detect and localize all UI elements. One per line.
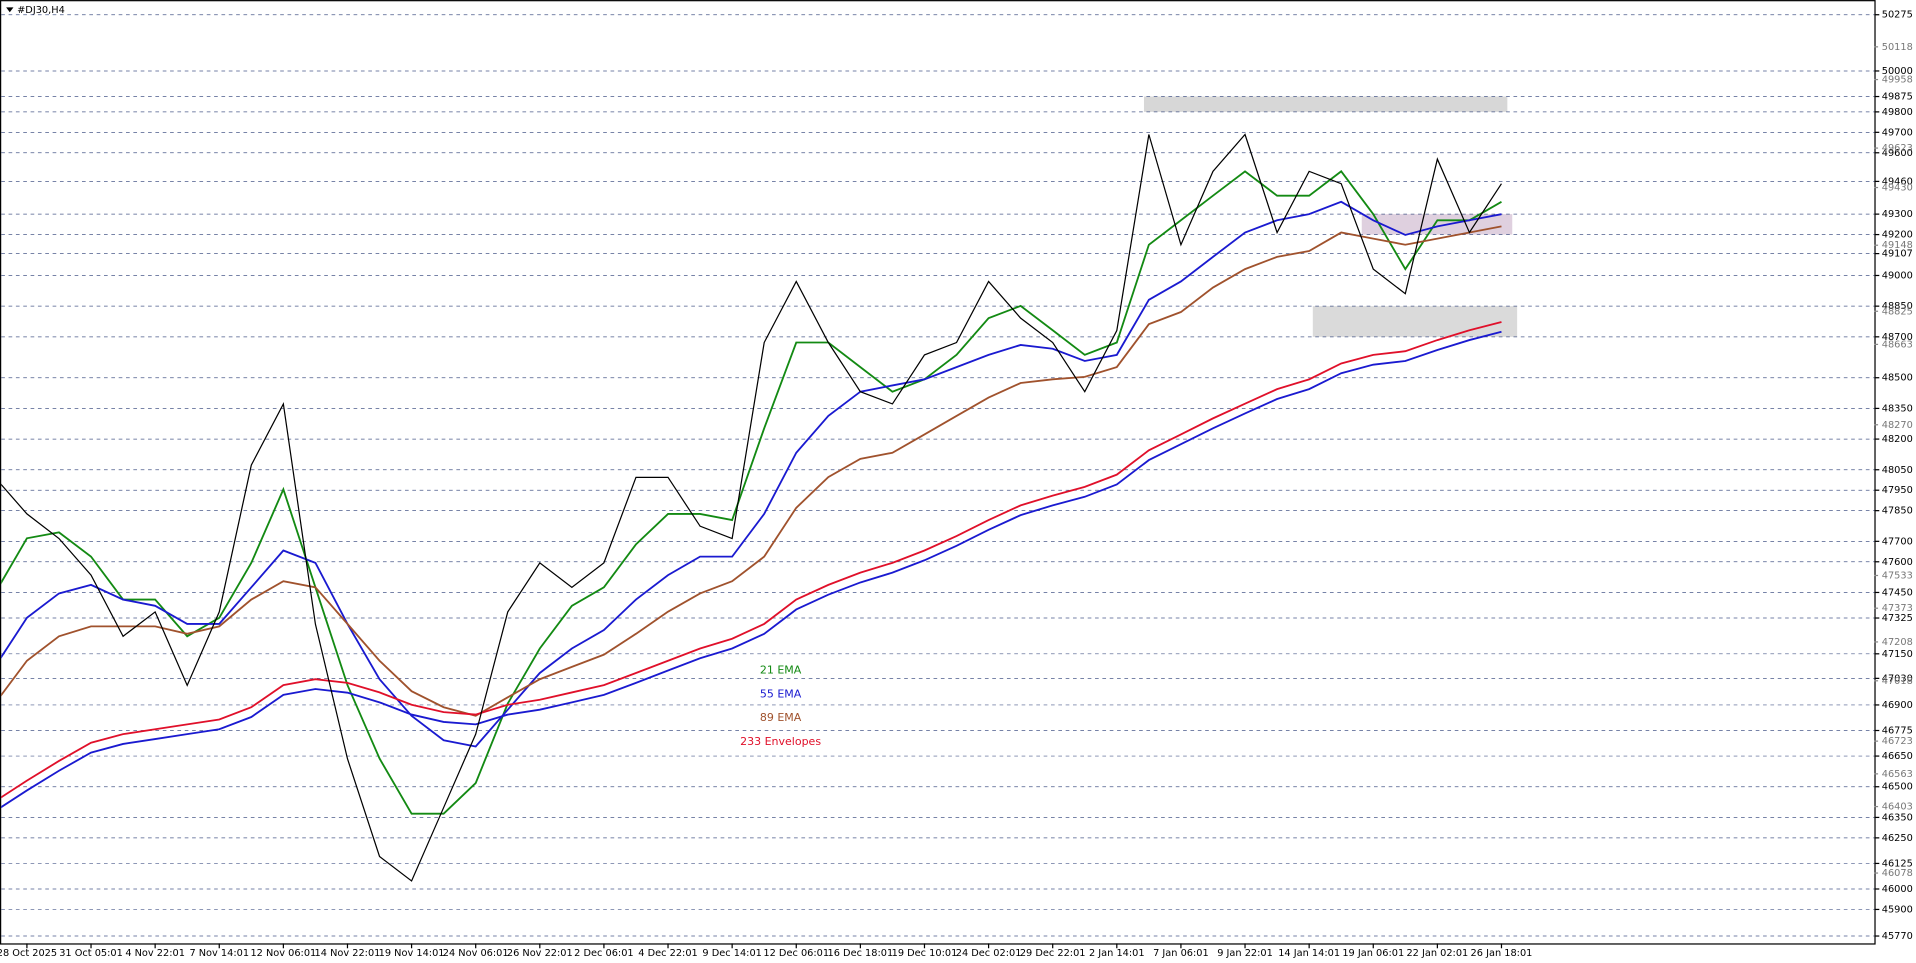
y-tick-label: 49600 [1882, 148, 1913, 159]
y-tick-label: 49800 [1882, 107, 1913, 118]
y-tick-label: 47600 [1882, 557, 1913, 568]
menu-arrow [6, 7, 14, 13]
y-tick-label: 49700 [1882, 127, 1913, 138]
y-minor-label: 46403 [1882, 802, 1913, 813]
line [1, 225, 1502, 717]
plot-frame [0, 0, 1876, 945]
x-tick-label: 28 Oct 2025 [0, 948, 57, 959]
y-minor-label: 48825 [1882, 306, 1913, 317]
x-tick-label: 31 Oct 05:01 [59, 948, 123, 959]
x-tick-label: 2 Dec 06:01 [574, 948, 633, 959]
y-tick-label: 49000 [1882, 270, 1913, 281]
y-tick-label: 49300 [1882, 209, 1913, 220]
y-tick-label: 49107 [1882, 249, 1913, 260]
x-tick-label: 7 Jan 06:01 [1153, 948, 1209, 959]
x-tick-label: 19 Jan 06:01 [1342, 948, 1404, 959]
y-minor-label: 46723 [1882, 736, 1913, 747]
y-tick-label: 47850 [1882, 506, 1913, 517]
y-minor-label: 47373 [1882, 603, 1913, 614]
x-tick-label: 4 Nov 22:01 [125, 948, 185, 959]
y-minor-label: 47533 [1882, 570, 1913, 581]
x-tick-label: 14 Jan 14:01 [1278, 948, 1340, 959]
y-tick-label: 46650 [1882, 751, 1913, 762]
x-tick-label: 22 Jan 02:01 [1406, 948, 1468, 959]
line [1, 200, 1502, 748]
line [1, 321, 1502, 799]
y-tick-label: 47450 [1882, 587, 1913, 598]
x-tick-label: 2 Jan 14:01 [1089, 948, 1145, 959]
legend-entry: 89 EMA [760, 711, 802, 724]
legend-entry: 55 EMA [760, 687, 802, 700]
line [1, 133, 1502, 882]
y-tick-label: 46900 [1882, 700, 1913, 711]
y-tick-label: 46125 [1882, 858, 1913, 869]
y-minor-label: 50118 [1882, 42, 1913, 53]
x-tick-label: 19 Dec 10:01 [892, 948, 958, 959]
x-tick-label: 26 Nov 22:01 [507, 948, 573, 959]
y-tick-label: 47700 [1882, 536, 1913, 547]
y-tick-label: 49875 [1882, 92, 1913, 103]
y-tick-label: 46500 [1882, 782, 1913, 793]
zone [1312, 306, 1518, 337]
y-minor-label: 49958 [1882, 75, 1913, 86]
x-tick-label: 26 Jan 18:01 [1471, 948, 1533, 959]
y-tick-label: 48350 [1882, 403, 1913, 414]
x-tick-label: 12 Dec 06:01 [763, 948, 829, 959]
line [1, 330, 1502, 809]
y-minor-label: 48270 [1882, 420, 1913, 431]
y-minor-label: 47208 [1882, 637, 1913, 648]
y-tick-label: 47030 [1882, 673, 1913, 684]
x-tick-label: 7 Nov 14:01 [189, 948, 249, 959]
y-tick-label: 47950 [1882, 485, 1913, 496]
y-tick-label: 49460 [1882, 176, 1913, 187]
y-tick-label: 46250 [1882, 833, 1913, 844]
y-tick-label: 50000 [1882, 66, 1913, 77]
legend-entry: 21 EMA [760, 664, 802, 677]
y-tick-label: 48700 [1882, 332, 1913, 343]
y-tick-label: 49200 [1882, 230, 1913, 241]
y-tick-label: 48850 [1882, 301, 1913, 312]
y-tick-label: 45770 [1882, 931, 1913, 942]
y-minor-label: 46563 [1882, 769, 1913, 780]
x-tick-label: 12 Nov 06:01 [250, 948, 316, 959]
y-minor-label: 49430 [1882, 183, 1913, 194]
y-tick-label: 50275 [1882, 10, 1913, 21]
y-tick-label: 48050 [1882, 465, 1913, 476]
y-minor-label: 49623 [1882, 143, 1913, 154]
x-tick-label: 9 Jan 22:01 [1217, 948, 1273, 959]
x-tick-label: 16 Dec 18:01 [828, 948, 894, 959]
y-tick-label: 46775 [1882, 726, 1913, 737]
y-tick-label: 47325 [1882, 613, 1913, 624]
y-tick-label: 45900 [1882, 904, 1913, 915]
x-tick-label: 24 Dec 02:01 [956, 948, 1022, 959]
zone [1143, 96, 1508, 112]
x-tick-label: 14 Nov 22:01 [315, 948, 381, 959]
y-tick-label: 46000 [1882, 884, 1913, 895]
legend-entry: 233 Envelopes [740, 735, 821, 748]
y-tick-label: 46350 [1882, 812, 1913, 823]
x-tick-label: 4 Dec 22:01 [638, 948, 697, 959]
y-minor-label: 47018 [1882, 676, 1913, 687]
x-tick-label: 9 Dec 14:01 [702, 948, 761, 959]
x-tick-label: 24 Nov 06:01 [443, 948, 509, 959]
chart-title: #DJ30,H4 [17, 5, 65, 16]
x-tick-label: 29 Dec 22:01 [1020, 948, 1086, 959]
line [1, 170, 1502, 815]
y-minor-label: 48663 [1882, 339, 1913, 350]
y-tick-label: 47150 [1882, 649, 1913, 660]
y-tick-label: 48500 [1882, 373, 1913, 384]
x-tick-label: 19 Nov 14:01 [379, 948, 445, 959]
y-tick-label: 48200 [1882, 434, 1913, 445]
y-minor-label: 49148 [1882, 240, 1913, 251]
y-minor-label: 46078 [1882, 868, 1913, 879]
